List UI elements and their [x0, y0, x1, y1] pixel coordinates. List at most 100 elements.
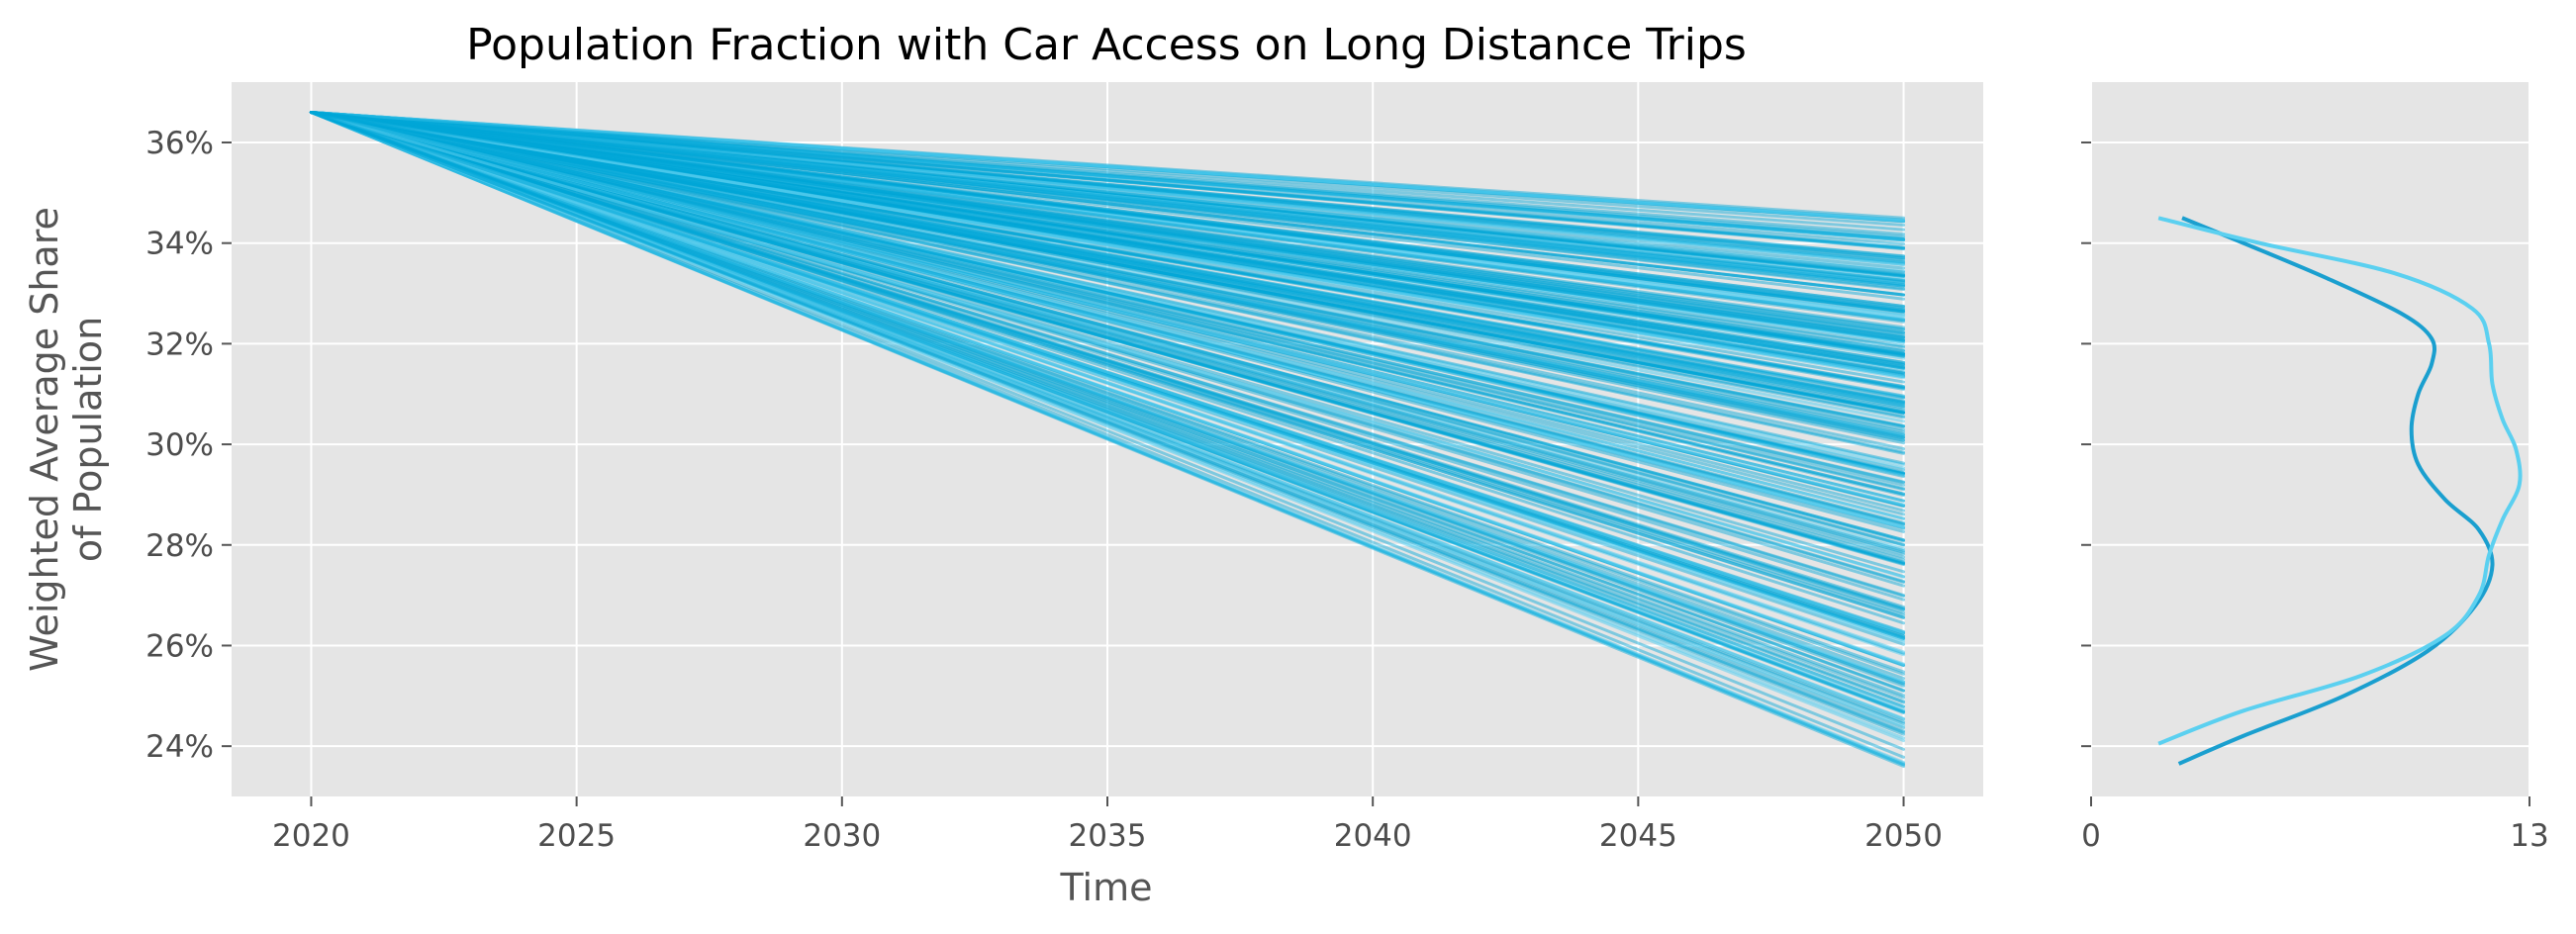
series-line: [309, 111, 1906, 242]
series-line: [309, 111, 1906, 353]
series-line: [309, 111, 1906, 496]
series-line: [309, 111, 1906, 610]
series-line: [309, 111, 1906, 282]
series-line: [309, 111, 1906, 287]
series-line: [309, 111, 1906, 334]
series-line: [309, 111, 1906, 419]
series-line: [309, 111, 1906, 654]
series-line: [309, 111, 1906, 619]
series-line: [309, 111, 1906, 507]
series-line: [309, 111, 1906, 356]
series-line: [309, 111, 1906, 344]
series-line: [309, 111, 1906, 415]
series-line: [309, 111, 1906, 736]
series-line: [309, 111, 1906, 562]
series-line: [309, 111, 1906, 634]
series-line: [309, 111, 1906, 708]
y-tick-label: 26%: [145, 628, 214, 664]
series-line: [309, 111, 1906, 684]
series-line: [309, 111, 1906, 451]
y-axis-label-line-2: of Population: [66, 317, 110, 562]
density-plot-background: [2091, 82, 2529, 796]
series-line: [309, 111, 1906, 365]
x-tick-label: 2030: [803, 818, 881, 854]
series-line: [309, 111, 1906, 564]
series-line: [309, 111, 1906, 720]
series-line: [309, 111, 1906, 329]
series-line: [309, 111, 1906, 223]
series-line: [309, 111, 1906, 308]
series-line: [309, 111, 1906, 391]
y-tick-label: 30%: [145, 427, 214, 463]
series-line: [309, 111, 1906, 565]
series-line: [309, 111, 1906, 455]
series-line: [309, 111, 1906, 308]
x-tick-label: 2035: [1069, 818, 1147, 854]
series-line: [309, 111, 1906, 475]
series-line: [309, 111, 1906, 619]
series-line: [309, 111, 1906, 241]
series-line: [309, 111, 1906, 559]
series-line: [309, 111, 1906, 551]
density-x-tick-label: 0: [2081, 818, 2101, 854]
series-line: [309, 111, 1906, 415]
series-line: [309, 111, 1906, 666]
series-line: [309, 111, 1906, 322]
density-x-ticks: 0 13: [2081, 796, 2549, 854]
series-line: [309, 111, 1906, 339]
series-line: [309, 111, 1906, 611]
series-line: [309, 111, 1906, 598]
series-line: [309, 111, 1906, 700]
main-plot: 2020 2025 2030 2035 2040 2045 2050 24% 26% 28% 30…: [145, 82, 1983, 854]
series-line: [309, 111, 1906, 614]
series-line: [309, 111, 1906, 343]
series-line: [309, 111, 1906, 409]
series-line: [309, 111, 1906, 236]
series-line: [309, 111, 1906, 704]
series-line: [309, 111, 1906, 369]
series-line: [309, 111, 1906, 288]
series-line: [309, 111, 1906, 617]
series-line: [309, 111, 1906, 479]
density-x-tick-label: 13: [2510, 818, 2548, 854]
y-axis-label-line-1: Weighted Average Share: [23, 207, 66, 672]
main-series-lines: [309, 111, 1906, 768]
series-line: [309, 111, 1906, 465]
series-line: [309, 111, 1906, 767]
series-line: [309, 111, 1906, 503]
series-line: [309, 111, 1906, 380]
series-line: [309, 111, 1906, 398]
series-line: [309, 111, 1906, 331]
series-line: [309, 111, 1906, 274]
x-axis-label: Time: [1060, 866, 1153, 909]
series-line: [309, 111, 1906, 708]
series-line: [309, 111, 1906, 314]
x-tick-label: 2020: [272, 818, 350, 854]
series-line: [309, 111, 1906, 492]
series-line: [309, 111, 1906, 407]
series-line: [309, 111, 1906, 260]
series-line: [309, 111, 1906, 487]
series-line: [309, 111, 1906, 475]
main-y-ticks: 24% 26% 28% 30% 32% 34% 36%: [145, 126, 232, 765]
series-line: [309, 111, 1906, 348]
series-line: [309, 111, 1906, 477]
series-line: [309, 111, 1906, 367]
series-line: [309, 111, 1906, 437]
series-line: [309, 111, 1906, 334]
series-line: [309, 111, 1906, 399]
series-line: [309, 111, 1906, 297]
series-line: [309, 111, 1906, 565]
series-line: [309, 111, 1906, 250]
series-line: [309, 111, 1906, 767]
series-line: [309, 111, 1906, 567]
x-tick-label: 2025: [537, 818, 616, 854]
series-line: [309, 111, 1906, 491]
series-line: [309, 111, 1906, 342]
series-line: [309, 111, 1906, 364]
series-line: [309, 111, 1906, 686]
series-line: [309, 111, 1906, 358]
series-line: [309, 111, 1906, 602]
density-y-tick-marks: [2081, 141, 2091, 748]
